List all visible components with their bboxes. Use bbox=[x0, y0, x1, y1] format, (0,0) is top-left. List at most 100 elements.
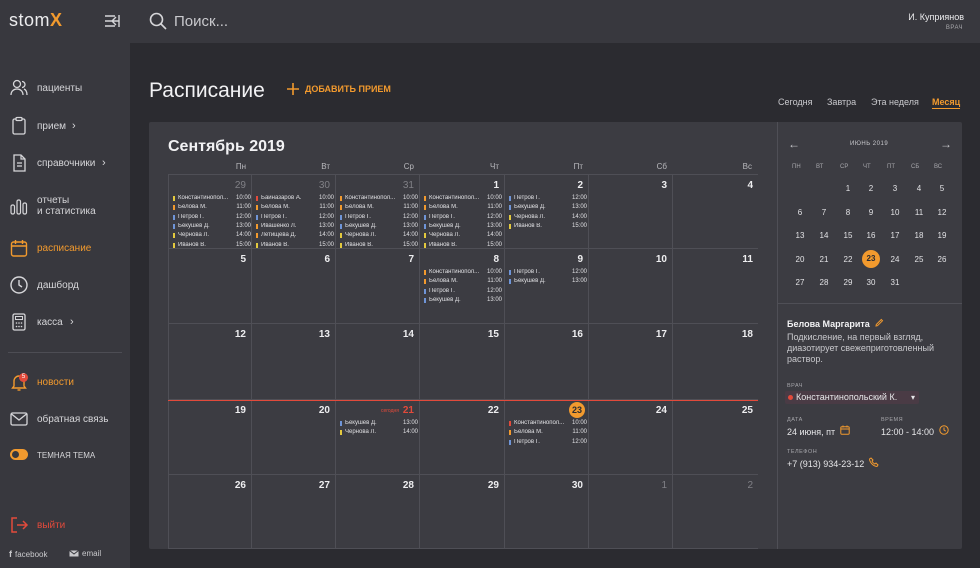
view-tab-tomorrow[interactable]: Завтра bbox=[827, 97, 857, 107]
appointment-entry[interactable]: Бекушев Д. 13:00 bbox=[509, 278, 587, 286]
sidebar-item-references[interactable]: справочники › bbox=[0, 148, 130, 178]
day-cell[interactable]: 11 bbox=[673, 249, 758, 324]
appointment-entry[interactable]: Петров Г. 12:00 bbox=[173, 214, 251, 222]
day-cell[interactable]: 30 Байназаров А. 10:00 Белова М. 11:00 Петров… bbox=[252, 174, 336, 249]
day-cell[interactable]: 26 bbox=[168, 475, 252, 549]
mini-day[interactable]: 22 bbox=[843, 254, 853, 264]
mini-day[interactable]: 15 bbox=[843, 231, 853, 240]
mini-day[interactable]: 17 bbox=[890, 231, 900, 240]
appointment-entry[interactable]: Петров Г. 12:00 bbox=[256, 214, 334, 222]
mini-day[interactable]: 5 bbox=[939, 184, 945, 193]
appointment-entry[interactable]: Чернова Л. 14:00 bbox=[340, 429, 418, 437]
next-month-arrow[interactable]: → bbox=[940, 137, 952, 151]
day-cell[interactable]: 4 bbox=[673, 174, 758, 249]
appointment-entry[interactable]: Белова М. 11:00 bbox=[424, 278, 502, 286]
mini-day[interactable]: 2 bbox=[868, 184, 874, 193]
mini-day[interactable]: 7 bbox=[821, 207, 827, 217]
appointment-entry[interactable]: Белова М. 11:00 bbox=[173, 204, 251, 212]
day-cell[interactable]: 9 Петров Г. 12:00 Бекушев Д. 13:00 bbox=[505, 249, 589, 324]
sidebar-item-reports[interactable]: отчеты и статистика bbox=[0, 191, 130, 221]
day-cell[interactable]: 23 Константинопол... 10:00 Белова М. 11:00 Пе… bbox=[505, 400, 589, 475]
day-cell[interactable]: 22 bbox=[420, 400, 505, 475]
day-cell[interactable]: 16 bbox=[505, 324, 589, 400]
mini-day[interactable]: 3 bbox=[892, 184, 898, 193]
appointment-entry[interactable]: Константинопол... 10:00 bbox=[424, 269, 502, 277]
sidebar-item-schedule[interactable]: расписание bbox=[0, 233, 130, 263]
appointment-entry[interactable]: Белова М. 11:00 bbox=[509, 429, 587, 437]
appointment-entry[interactable]: Бекушев Д. 13:00 bbox=[173, 223, 251, 231]
appointment-entry[interactable]: Чернова Л. 14:00 bbox=[340, 232, 418, 240]
mini-day[interactable]: 9 bbox=[868, 207, 874, 217]
sidebar-item-dashboard[interactable]: дашборд bbox=[0, 270, 130, 300]
day-cell[interactable]: 14 bbox=[336, 324, 420, 400]
appointment-entry[interactable]: Иванов В. 15:00 bbox=[256, 242, 334, 249]
day-cell[interactable]: 21 сегодня Бекушев Д. 13:00 Чернова Л. 14:00 bbox=[336, 400, 420, 475]
email-link[interactable]: email bbox=[69, 549, 101, 558]
mini-day[interactable]: 26 bbox=[937, 254, 947, 264]
date-field[interactable]: 24 июня, пт bbox=[787, 425, 850, 437]
mini-day[interactable]: 30 bbox=[866, 278, 876, 287]
sidebar-item-patients[interactable]: пациенты bbox=[0, 73, 130, 103]
appointment-entry[interactable]: Константинопол... 10:00 bbox=[340, 195, 418, 203]
day-cell[interactable]: 28 bbox=[336, 475, 420, 549]
mini-day[interactable]: 29 bbox=[843, 278, 853, 287]
mini-day[interactable]: 28 bbox=[819, 278, 829, 287]
day-cell[interactable]: 19 bbox=[168, 400, 252, 475]
mini-selected-day[interactable]: 23 bbox=[862, 249, 880, 268]
day-cell[interactable]: 29 bbox=[420, 475, 505, 549]
mini-day[interactable]: 16 bbox=[866, 231, 876, 240]
day-cell[interactable]: 24 bbox=[589, 400, 673, 475]
appointment-entry[interactable]: Белова М. 11:00 bbox=[256, 204, 334, 212]
view-tab-today[interactable]: Сегодня bbox=[778, 97, 813, 107]
mini-day[interactable]: 1 bbox=[845, 184, 851, 193]
day-cell[interactable]: 18 bbox=[673, 324, 758, 400]
sidebar-item-appointment[interactable]: прием › bbox=[0, 111, 130, 141]
appointment-entry[interactable]: Белова М. 11:00 bbox=[424, 204, 502, 212]
sidebar-item-news[interactable]: новости bbox=[0, 367, 130, 397]
appointment-entry[interactable]: Петров Г. 12:00 bbox=[509, 195, 587, 203]
day-cell[interactable]: 30 bbox=[505, 475, 589, 549]
day-cell[interactable]: 10 bbox=[589, 249, 673, 324]
facebook-link[interactable]: f facebook bbox=[9, 549, 47, 559]
mini-day[interactable]: 31 bbox=[890, 278, 900, 287]
day-cell[interactable]: 8 Константинопол... 10:00 Белова М. 11:00 Пет… bbox=[420, 249, 505, 324]
day-cell[interactable]: 1 Константинопол... 10:00 Белова М. 11:00 Пет… bbox=[420, 174, 505, 249]
mini-day[interactable]: 13 bbox=[795, 231, 805, 240]
appointment-entry[interactable]: Иванов В. 15:00 bbox=[340, 242, 418, 249]
appointment-entry[interactable]: Бекушев Д. 13:00 bbox=[424, 223, 502, 231]
mini-day[interactable]: 20 bbox=[795, 254, 805, 264]
day-cell[interactable]: 1 bbox=[589, 475, 673, 549]
day-cell[interactable]: 2 Петров Г. 12:00 Бекушев Д. 13:00 Чернова Л.… bbox=[505, 174, 589, 249]
appointment-entry[interactable]: Петров Г. 12:00 bbox=[509, 269, 587, 277]
day-cell[interactable]: 15 bbox=[420, 324, 505, 400]
view-tab-this-week[interactable]: Эта неделя bbox=[871, 97, 919, 107]
mini-day[interactable]: 18 bbox=[914, 231, 924, 240]
search-icon[interactable] bbox=[149, 12, 167, 30]
sidebar-item-feedback[interactable]: обратная связь bbox=[0, 404, 130, 434]
appointment-entry[interactable]: Чернова Л. 14:00 bbox=[424, 232, 502, 240]
appointment-entry[interactable]: Петров Г. 12:00 bbox=[509, 439, 587, 447]
day-cell[interactable]: 7 bbox=[336, 249, 420, 324]
day-cell[interactable]: 20 bbox=[252, 400, 336, 475]
appointment-entry[interactable]: Байназаров А. 10:00 bbox=[256, 195, 334, 203]
mini-day[interactable]: 27 bbox=[795, 278, 805, 287]
appointment-entry[interactable]: Чернова Л. 14:00 bbox=[509, 214, 587, 222]
appointment-entry[interactable]: Иванов В. 15:00 bbox=[173, 242, 251, 249]
day-cell[interactable]: 12 bbox=[168, 324, 252, 400]
mini-day[interactable]: 8 bbox=[845, 207, 851, 217]
appointment-entry[interactable]: Петров Г. 12:00 bbox=[424, 214, 502, 222]
mini-day[interactable]: 24 bbox=[890, 254, 900, 264]
mini-day[interactable]: 6 bbox=[797, 207, 803, 217]
appointment-entry[interactable]: Петров Г. 12:00 bbox=[340, 214, 418, 222]
appointment-entry[interactable]: Иванов В. 15:00 bbox=[424, 242, 502, 249]
day-cell[interactable]: 13 bbox=[252, 324, 336, 400]
search-input[interactable] bbox=[174, 9, 474, 33]
day-cell[interactable]: 27 bbox=[252, 475, 336, 549]
appointment-entry[interactable]: Константинопол... 10:00 bbox=[173, 195, 251, 203]
time-field[interactable]: 12:00 - 14:00 bbox=[881, 425, 949, 437]
mini-day[interactable]: 21 bbox=[819, 254, 829, 264]
dark-theme-toggle[interactable] bbox=[10, 449, 28, 460]
collapse-sidebar-icon[interactable] bbox=[103, 12, 121, 30]
doctor-select[interactable]: Константинопольский К. ▾ bbox=[785, 391, 919, 404]
appointment-entry[interactable]: Бекушев Д. 13:00 bbox=[424, 297, 502, 305]
